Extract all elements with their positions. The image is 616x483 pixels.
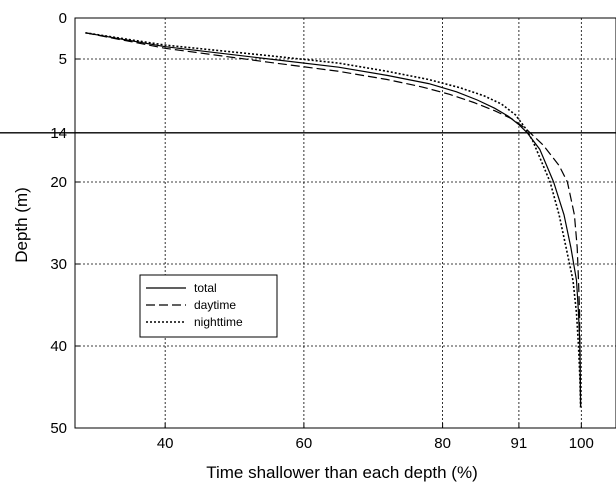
- legend-box: [139, 274, 278, 338]
- x-tick-label: 80: [434, 435, 451, 452]
- x-tick-label: 60: [296, 435, 313, 452]
- y-tick-label: 5: [59, 51, 67, 68]
- y-axis-label: Depth (m): [12, 187, 31, 263]
- legend: total daytime nighttime: [139, 274, 278, 338]
- series-group: [85, 32, 582, 408]
- y-axis-ticks: 0 5 14 20 30 40 50: [50, 10, 80, 437]
- x-axis-label: Time shallower than each depth (%): [206, 463, 478, 482]
- y-tick-label: 14: [50, 125, 67, 142]
- series-line-nighttime: [85, 32, 582, 408]
- legend-label-total: total: [194, 281, 217, 295]
- legend-label-nighttime: nighttime: [194, 315, 243, 329]
- y-tick-label: 30: [50, 256, 67, 273]
- y-tick-label: 40: [50, 338, 67, 355]
- series-line-daytime: [85, 32, 582, 408]
- x-tick-label: 91: [511, 435, 528, 452]
- legend-label-daytime: daytime: [194, 298, 236, 312]
- grid: [75, 18, 616, 428]
- y-tick-label: 0: [59, 10, 67, 27]
- series-line-total: [85, 32, 582, 408]
- y-tick-label: 50: [50, 420, 67, 437]
- x-tick-label: 40: [157, 435, 174, 452]
- plot-frame: [74, 17, 616, 429]
- x-axis-ticks: 40 60 80 91 100: [157, 423, 594, 452]
- x-tick-label: 100: [569, 435, 594, 452]
- y-tick-label: 20: [50, 174, 67, 191]
